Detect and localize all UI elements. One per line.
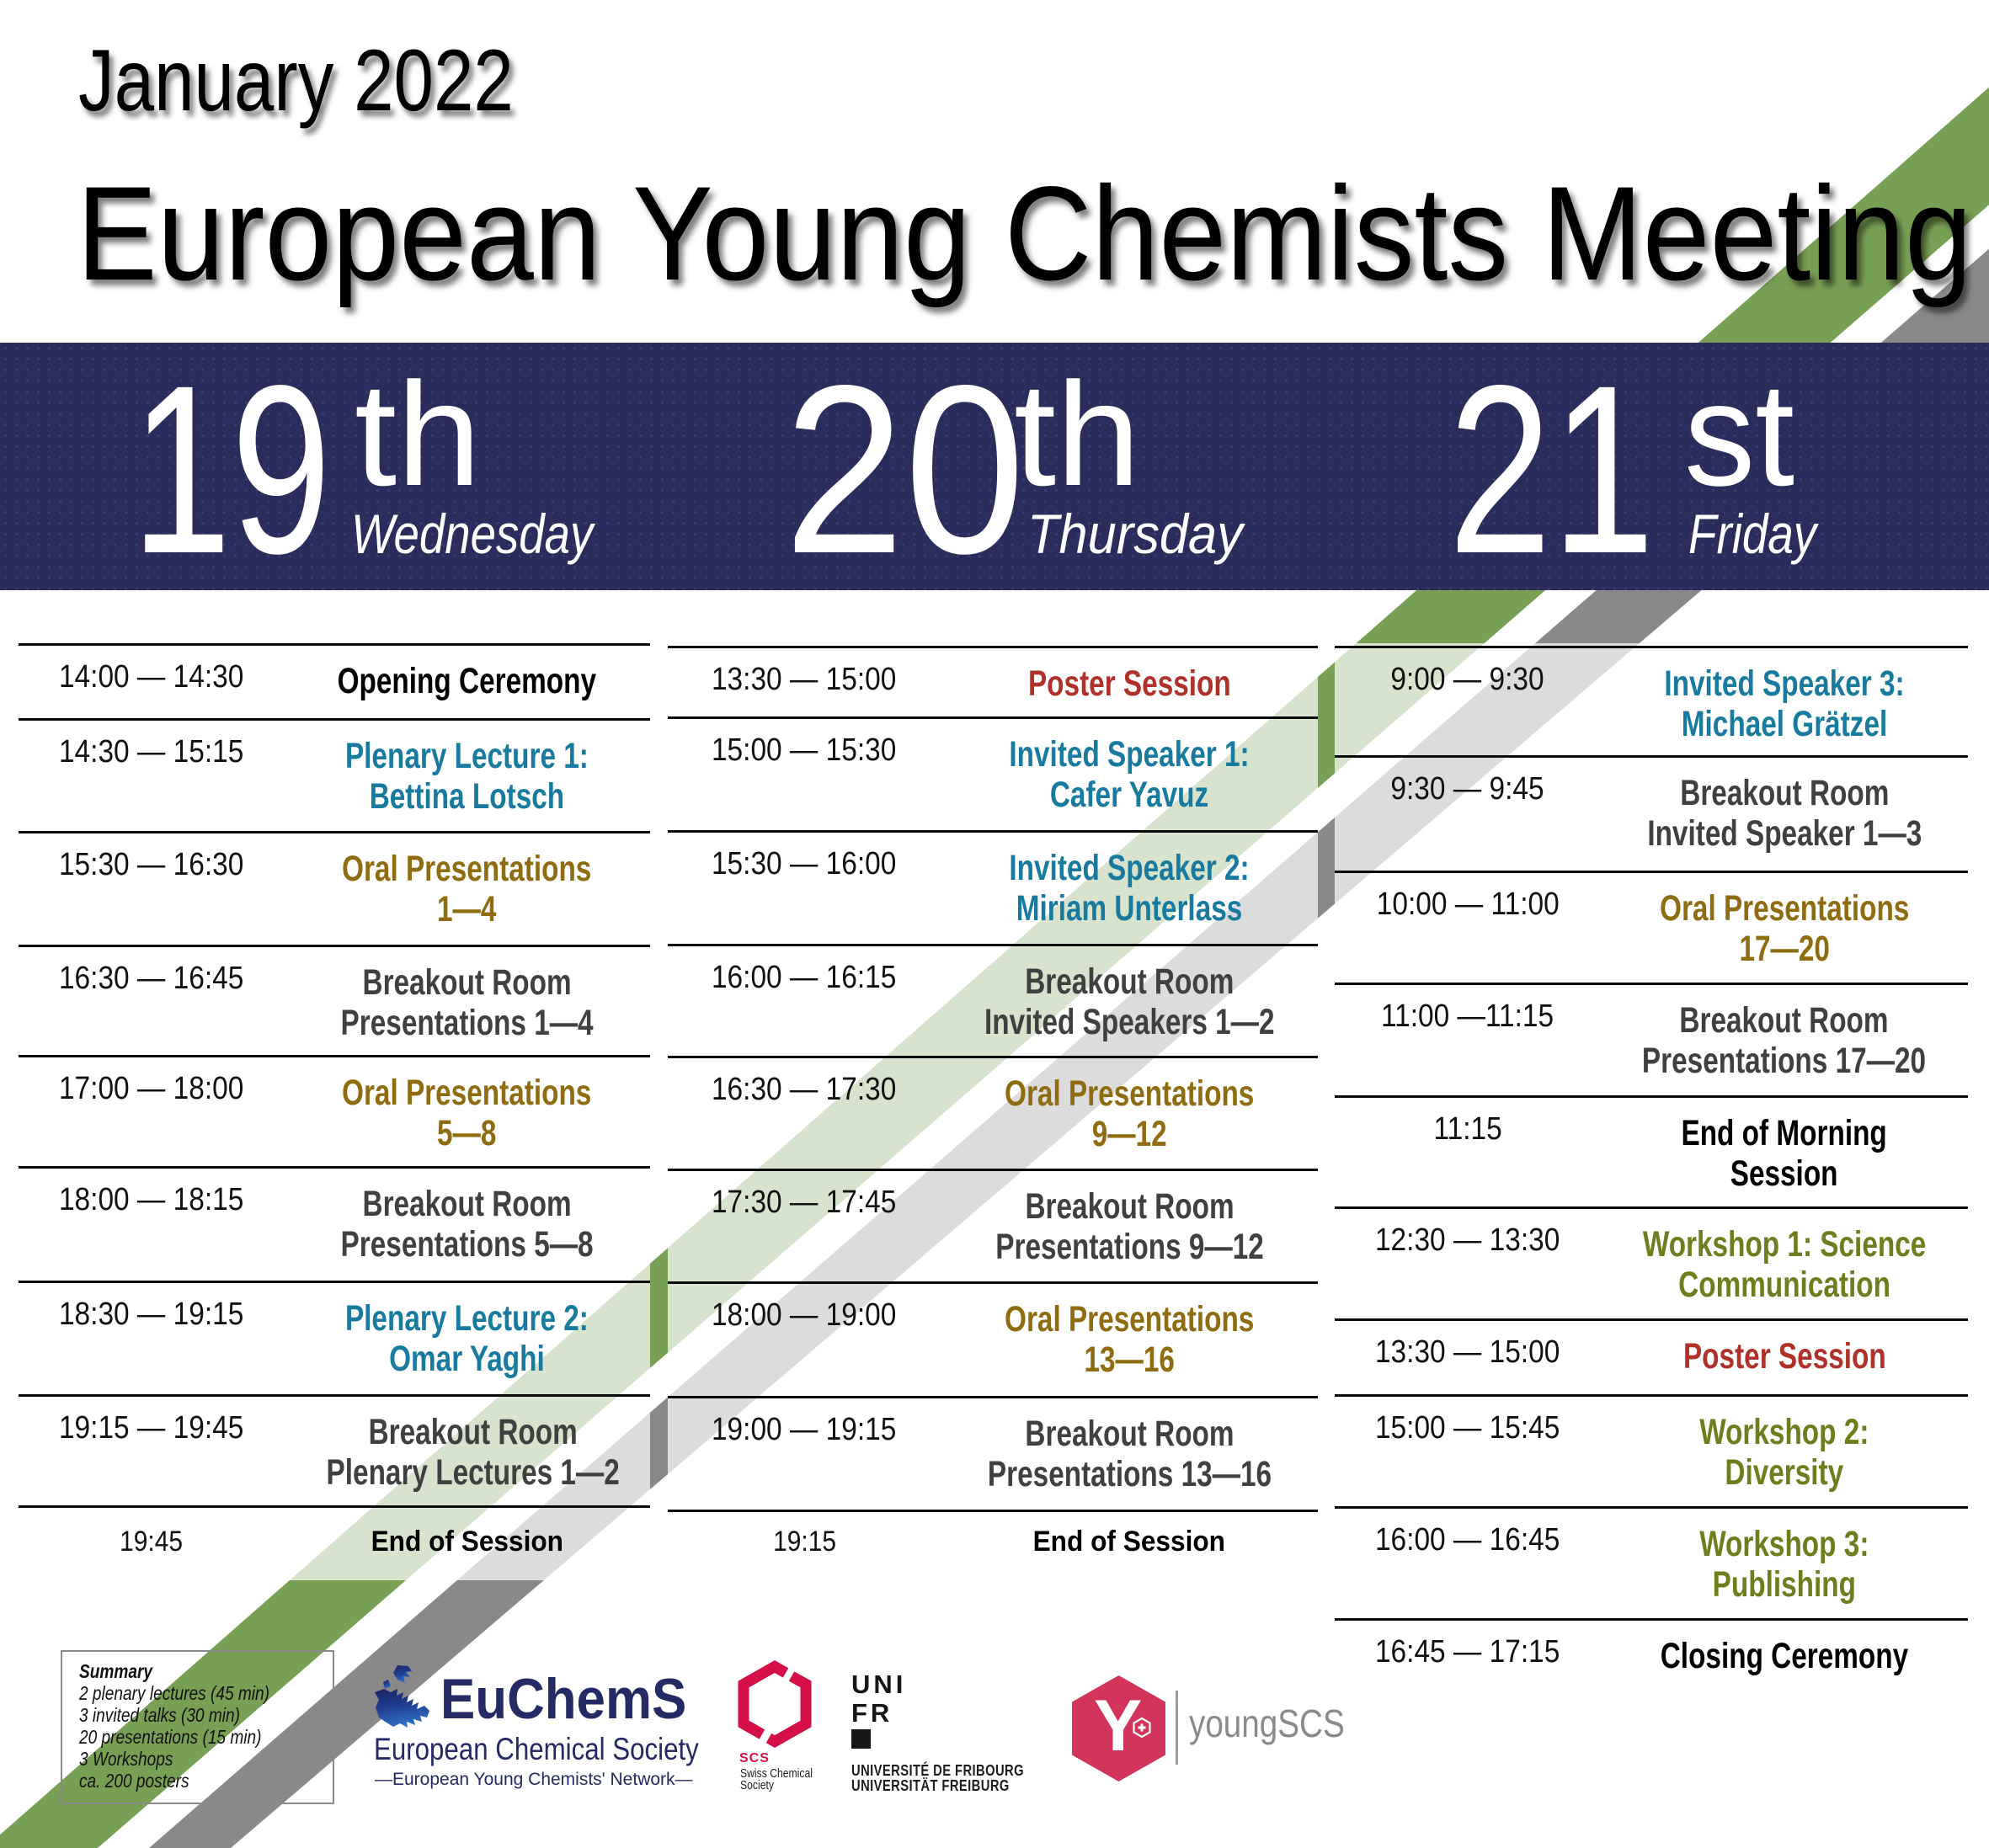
- svg-text:Y: Y: [1094, 1686, 1142, 1766]
